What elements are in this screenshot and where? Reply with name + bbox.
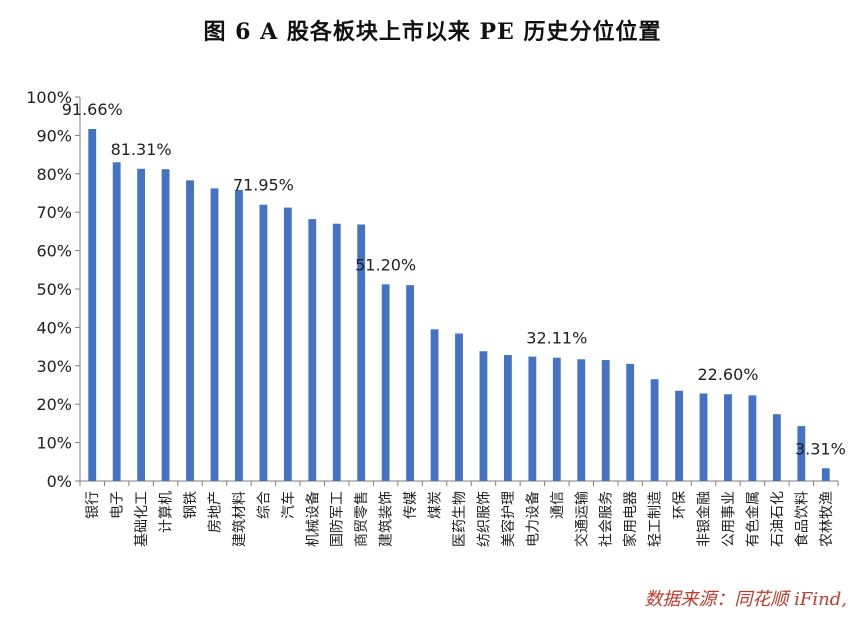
- x-tick-label: 食品饮料: [793, 491, 810, 547]
- bar: [601, 360, 610, 481]
- y-tick-label: 60%: [36, 242, 72, 261]
- x-tick-label: 医药生物: [452, 491, 468, 547]
- x-tick-label: 建筑材料: [232, 491, 248, 547]
- x-tick-label: 建筑装饰: [379, 491, 395, 547]
- bar: [235, 189, 243, 482]
- bar: [455, 333, 463, 481]
- x-tick-label: 通信: [550, 491, 566, 519]
- bar: [332, 223, 341, 481]
- bar: [381, 284, 390, 481]
- x-tick-label: 纺织服饰: [476, 491, 492, 547]
- y-tick-label: 30%: [36, 357, 72, 376]
- bar: [821, 468, 830, 481]
- x-tick-label: 房地产: [207, 491, 223, 533]
- bar: [552, 357, 561, 481]
- data-label: 22.60%: [697, 365, 758, 384]
- bar: [259, 204, 268, 481]
- bar: [479, 351, 488, 481]
- bar: [577, 359, 586, 481]
- bar: [112, 162, 121, 481]
- bar: [210, 188, 219, 481]
- x-tick-label: 传媒: [403, 491, 419, 519]
- x-tick-label: 银行: [85, 491, 101, 519]
- bar: [650, 379, 659, 481]
- data-label: 71.95%: [233, 176, 294, 195]
- bar: [161, 169, 170, 481]
- x-tick-label: 非银金融: [697, 491, 713, 547]
- x-tick-label: 石油石化: [770, 491, 786, 547]
- bar: [186, 180, 194, 481]
- x-tick-label: 综合: [256, 491, 272, 519]
- x-tick-label: 有色金属: [744, 491, 761, 547]
- y-tick-label: 10%: [36, 434, 72, 453]
- x-tick-label: 电子: [110, 491, 126, 519]
- x-axis: 银行 电子 基础化工 计算机 钢铁 房地产 建筑材料 综合 汽车 机械设备 国防军工 商贸零售 建筑装饰…: [79, 481, 839, 547]
- x-tick-label: 汽车: [280, 491, 297, 519]
- y-tick-label: 100%: [26, 88, 72, 107]
- x-tick-label: 钢铁: [183, 491, 199, 519]
- x-tick-label: 美容护理: [500, 491, 517, 547]
- y-tick-label: 20%: [36, 395, 72, 414]
- x-tick-label: 交通运输: [573, 491, 590, 547]
- bar: [406, 285, 415, 481]
- x-tick-label: 机械设备: [304, 491, 321, 547]
- x-tick-label: 商贸零售: [354, 491, 370, 547]
- bar: [724, 394, 732, 481]
- bar: [283, 207, 292, 482]
- bar: [528, 356, 537, 481]
- x-tick-label: 国防军工: [330, 491, 346, 547]
- bar: [430, 329, 439, 481]
- bar: [308, 219, 317, 481]
- bars: [88, 129, 830, 482]
- x-tick-label: 电力设备: [524, 491, 541, 547]
- x-tick-label: 轻工制造: [648, 491, 664, 547]
- data-label: 91.66%: [62, 100, 123, 119]
- bar: [88, 129, 97, 481]
- x-tick-label: 社会服务: [599, 491, 615, 547]
- y-tick-label: 40%: [36, 318, 72, 337]
- y-tick-label: 70%: [36, 203, 72, 222]
- bar: [699, 393, 708, 481]
- data-label: 81.31%: [111, 140, 172, 159]
- y-tick-label: 0%: [47, 472, 72, 491]
- bar: [503, 355, 512, 481]
- y-tick-label: 90%: [36, 126, 72, 145]
- bar: [626, 363, 635, 481]
- x-tick-label: 煤炭: [428, 491, 444, 519]
- data-label: 51.20%: [355, 255, 416, 274]
- x-tick-label: 公用事业: [721, 491, 737, 547]
- bar: [748, 395, 757, 481]
- x-tick-label: 基础化工: [133, 491, 150, 547]
- x-tick-label: 环保: [672, 491, 688, 519]
- y-tick-label: 50%: [36, 280, 72, 299]
- x-tick-label: 农林牧渔: [819, 491, 835, 547]
- data-labels: 91.66% 81.31% 71.95% 51.20% 32.11% 22.60% 3.31…: [62, 100, 846, 458]
- x-tick-label: 计算机: [159, 491, 175, 533]
- data-label: 32.11%: [526, 329, 587, 348]
- bar: [675, 390, 683, 481]
- bar: [137, 168, 146, 481]
- chart-title: 图 6 A 股各板块上市以来 PE 历史分位位置: [203, 19, 662, 45]
- bar: [772, 414, 781, 481]
- bar: [357, 224, 366, 481]
- y-tick-label: 80%: [36, 165, 72, 184]
- data-label: 3.31%: [795, 439, 846, 458]
- bar: [797, 426, 806, 481]
- x-tick-label: 家用电器: [622, 491, 639, 547]
- source-note: 数据来源：同花顺 iFind,: [644, 589, 847, 610]
